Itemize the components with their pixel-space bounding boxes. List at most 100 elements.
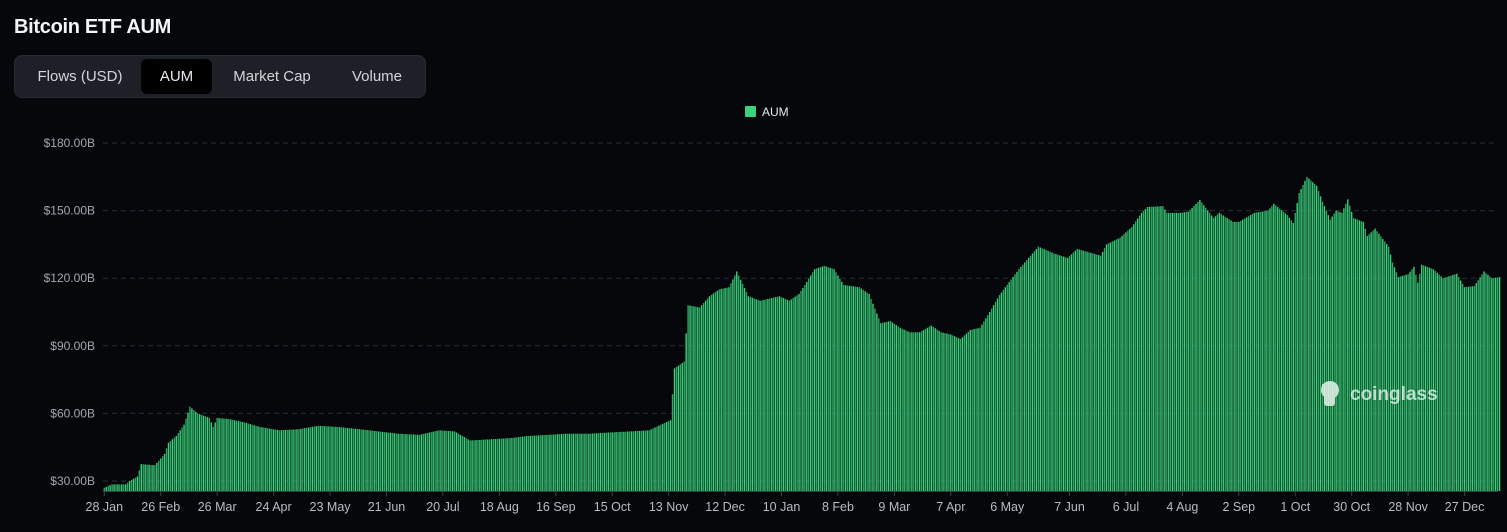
y-tick-label: $60.00B <box>50 406 95 420</box>
aum-bar <box>393 433 395 491</box>
aum-bar <box>704 300 707 491</box>
tab-market-cap[interactable]: Market Cap <box>233 68 311 85</box>
aum-bar <box>829 267 831 491</box>
aum-bar <box>702 302 705 491</box>
aum-bar <box>506 438 508 491</box>
aum-bar <box>1099 255 1102 491</box>
aum-bar <box>1183 212 1186 491</box>
aum-bar <box>946 333 948 491</box>
aum-bar <box>385 432 388 491</box>
aum-bar <box>664 422 666 491</box>
aum-bar <box>309 427 312 491</box>
aum-bar <box>1360 221 1363 492</box>
aum-bar <box>1308 178 1310 491</box>
x-tick-label: 7 Apr <box>936 500 965 514</box>
aum-bar <box>990 308 993 491</box>
aum-bar <box>985 318 987 491</box>
aum-bar <box>880 323 882 491</box>
aum-bar <box>1463 287 1466 491</box>
aum-bar <box>802 287 804 491</box>
aum-bar <box>259 426 261 491</box>
aum-bar <box>621 431 623 491</box>
aum-bar <box>169 441 172 491</box>
aum-bar <box>115 484 117 491</box>
aum-bar <box>1469 286 1472 491</box>
aum-bar <box>613 432 615 491</box>
aum-bar <box>590 433 592 491</box>
aum-bar <box>1498 277 1501 491</box>
aum-bar <box>372 430 374 491</box>
aum-bar <box>862 289 864 491</box>
aum-bar <box>955 337 958 491</box>
aum-bar <box>253 425 255 491</box>
aum-bar <box>329 426 331 491</box>
x-tick-label: 13 Nov <box>649 500 689 514</box>
aum-bar <box>708 296 711 491</box>
aum-bar <box>1173 212 1176 491</box>
aum-bar <box>321 426 323 491</box>
aum-bar <box>1039 247 1042 491</box>
aum-bar <box>370 430 372 491</box>
aum-bar <box>1282 211 1285 491</box>
aum-bar <box>444 430 446 491</box>
aum-bar <box>1259 211 1261 491</box>
x-tick-label: 4 Aug <box>1166 500 1198 514</box>
aum-bar <box>695 306 697 491</box>
aum-bar <box>1479 277 1481 491</box>
aum-bar <box>481 439 483 491</box>
aum-bar <box>403 433 405 491</box>
aum-bar <box>788 300 790 491</box>
aum-bar <box>243 422 246 491</box>
aum-bar <box>837 275 839 491</box>
aum-bar <box>876 313 878 491</box>
legend-swatch-aum <box>745 106 756 117</box>
aum-bar <box>757 299 759 491</box>
aum-bar <box>652 428 654 491</box>
aum-bar <box>623 431 625 491</box>
aum-bar <box>706 298 709 491</box>
aum-bar <box>1310 180 1312 491</box>
aum-bar <box>1372 230 1374 491</box>
aum-bar <box>226 418 228 491</box>
aum-bar <box>237 421 240 491</box>
aum-bar <box>1076 248 1078 491</box>
aum-bar <box>1413 266 1415 491</box>
aum-bar <box>685 333 687 491</box>
tab-flows-usd[interactable]: Flows (USD) <box>37 68 123 85</box>
aum-bar <box>1037 246 1040 491</box>
aum-bar <box>683 361 685 491</box>
aum-bar <box>747 296 750 491</box>
aum-bar <box>944 333 946 491</box>
aum-bar <box>605 432 608 491</box>
x-tick-label: 10 Jan <box>763 500 801 514</box>
aum-bar <box>557 434 559 491</box>
aum-bar <box>998 295 1001 491</box>
aum-bar <box>1004 287 1006 491</box>
aum-bar <box>1290 220 1293 492</box>
aum-bar <box>504 438 506 491</box>
y-tick-label: $150.00B <box>44 204 95 218</box>
aum-bar <box>965 333 968 491</box>
aum-bar <box>144 464 146 491</box>
aum-bar <box>391 433 394 491</box>
aum-bar <box>1125 232 1127 492</box>
aum-bar <box>284 429 286 491</box>
tab-aum[interactable]: AUM <box>141 59 212 94</box>
aum-bar <box>1094 253 1096 491</box>
aum-bar <box>1189 209 1191 492</box>
aum-bar <box>374 430 376 491</box>
aum-bar <box>397 433 399 491</box>
aum-bar <box>1208 212 1211 491</box>
aum-bar <box>1072 252 1075 491</box>
aum-bar <box>163 453 166 491</box>
x-tick-label: 12 Dec <box>705 500 745 514</box>
tab-volume[interactable]: Volume <box>351 68 403 85</box>
aum-bar <box>1438 274 1440 491</box>
x-tick-label: 23 May <box>310 500 352 514</box>
aum-bar <box>971 329 973 491</box>
aum-bar <box>1253 212 1256 491</box>
legend[interactable]: AUM <box>745 105 789 119</box>
aum-bar <box>1401 275 1403 491</box>
aum-bar <box>1265 210 1267 491</box>
aum-bar <box>578 433 580 491</box>
